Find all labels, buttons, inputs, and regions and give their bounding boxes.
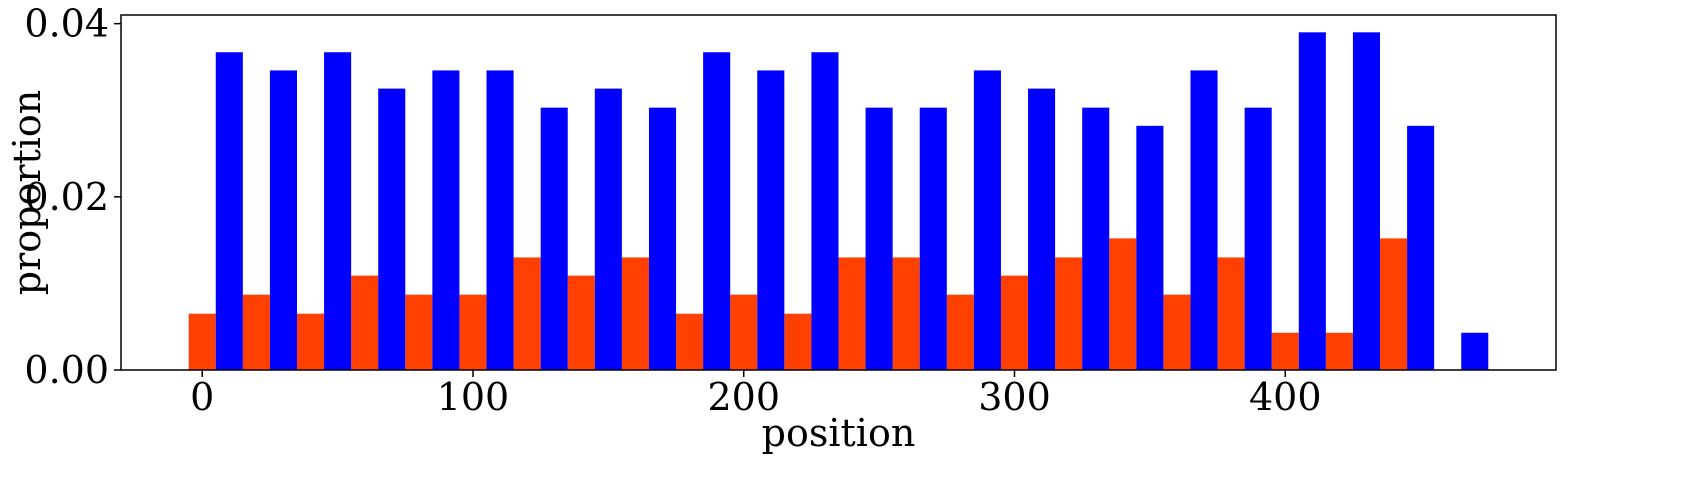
- y-axis-ticks: 0.00 0.02 0.04: [24, 2, 121, 392]
- bar-series-0-bin-0: [188, 313, 216, 370]
- bar-series-0-bin-16: [1055, 257, 1083, 370]
- bar-series-1-bin-5: [486, 70, 514, 370]
- bar-series-0-bin-3: [351, 275, 379, 370]
- bar-series-1-bin-1: [269, 70, 297, 370]
- bar-series-1-bin-14: [973, 70, 1001, 370]
- x-tick-label: 400: [1249, 375, 1322, 419]
- bar-series-0-bin-21: [1325, 332, 1353, 370]
- bar-series-0-bin-10: [730, 294, 758, 370]
- bar-series-1-bin-4: [432, 70, 460, 370]
- bar-series-1-bin-10: [757, 70, 785, 370]
- bar-series-1-bin-20: [1298, 32, 1326, 370]
- bar-series-1-bin-9: [703, 52, 731, 370]
- bar-series-0-bin-5: [459, 294, 487, 370]
- bar-series-0-bin-9: [676, 313, 704, 370]
- bar-series-0-bin-14: [946, 294, 974, 370]
- bar-series-0-bin-20: [1271, 332, 1299, 370]
- bar-series-1-bin-11: [811, 52, 839, 370]
- y-axis-label: proportion: [5, 90, 49, 296]
- bar-series-0-bin-8: [621, 257, 649, 370]
- bar-series-0-bin-12: [838, 257, 866, 370]
- bar-series-1-bin-3: [378, 88, 406, 370]
- bar-series-1-bin-22: [1407, 125, 1435, 370]
- bar-series-1-bin-21: [1352, 32, 1381, 370]
- bar-series-0-bin-1: [242, 294, 270, 370]
- bar-series-1-bin-17: [1136, 125, 1164, 370]
- bar-series-0-bin-15: [1000, 275, 1029, 370]
- bar-series-1-bin-7: [594, 88, 622, 370]
- bar-series-0-bin-22: [1380, 238, 1408, 370]
- x-tick-label: 300: [978, 375, 1051, 419]
- plot-frame: [120, 14, 1557, 371]
- bar-series-0-bin-6: [513, 257, 541, 370]
- bar-series-1-bin-15: [1028, 88, 1056, 370]
- x-tick-label: 100: [437, 375, 510, 419]
- x-axis-ticks: 0 100 200 300 400: [190, 370, 1322, 419]
- bar-series-1-bin-12: [865, 107, 893, 371]
- bar-series-1-bin-13: [919, 107, 947, 371]
- bar-series-0-bin-19: [1217, 257, 1245, 370]
- bar-series-0-bin-17: [1109, 238, 1137, 370]
- bar-series-0-bin-7: [567, 275, 595, 370]
- bar-series-1-bin-2: [324, 52, 352, 370]
- bar-series-0-bin-4: [405, 294, 433, 370]
- bars-layer: [188, 32, 1489, 371]
- y-tick-label: 0.02: [24, 175, 109, 219]
- x-tick-label: 0: [190, 375, 214, 419]
- x-tick-label: 200: [707, 375, 780, 419]
- bar-series-0-bin-13: [892, 257, 920, 370]
- bar-series-1-bin-16: [1082, 107, 1110, 371]
- bar-series-1-bin-18: [1190, 70, 1218, 370]
- bar-series-0-bin-18: [1163, 294, 1191, 370]
- y-tick-label: 0.00: [24, 348, 109, 392]
- bar-series-1-bin-8: [648, 107, 677, 371]
- bar-series-0-bin-11: [784, 313, 812, 370]
- x-axis-label: position: [762, 411, 916, 455]
- bar-series-1-bin-19: [1244, 107, 1272, 371]
- bar-series-1-bin-0: [215, 52, 243, 370]
- y-tick-label: 0.04: [24, 2, 109, 46]
- bar-series-0-bin-2: [296, 313, 325, 370]
- bar-series-1-bin-23: [1461, 332, 1489, 370]
- bar-series-1-bin-6: [540, 107, 568, 371]
